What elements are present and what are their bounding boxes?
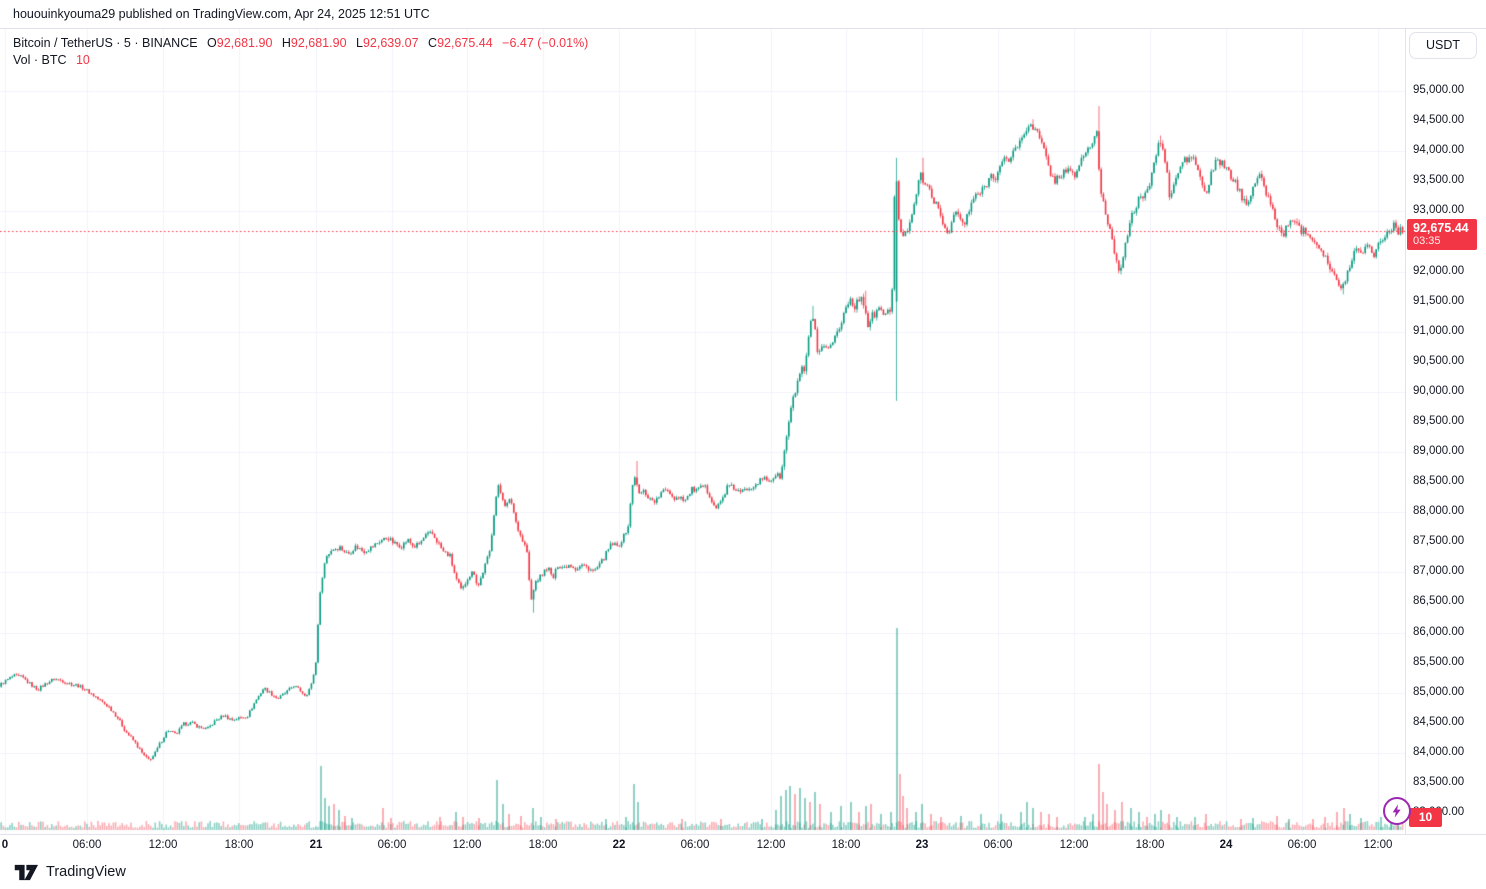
tradingview-logo-icon[interactable]: [12, 864, 39, 881]
price-axis-label: 84,500.00: [1413, 715, 1465, 728]
lightning-icon: [1389, 803, 1405, 819]
volume-value: 10: [75, 53, 90, 67]
price-axis-label: 88,500.00: [1413, 475, 1465, 488]
tradingview-brand-text[interactable]: TradingView: [46, 864, 126, 880]
price-axis-label: 85,000.00: [1413, 685, 1465, 698]
price-axis-label: 89,000.00: [1413, 445, 1465, 457]
footer-bar: TradingView: [0, 856, 1486, 888]
price-change: −6.47 (−0.01%): [502, 36, 589, 50]
time-axis-label: 06:00: [983, 839, 1013, 851]
price-axis-label: 95,000.00: [1413, 84, 1465, 96]
time-axis-label: 06:00: [72, 839, 102, 851]
price-axis-label: 84,000.00: [1413, 745, 1465, 758]
time-axis-label: 18:00: [528, 839, 558, 851]
ohlc-open: O92,681.90: [207, 36, 273, 50]
price-axis-label: 91,000.00: [1413, 324, 1465, 337]
price-axis-label: 86,500.00: [1413, 595, 1465, 608]
publish-header: hououinkyouma29 published on TradingView…: [0, 0, 1486, 28]
price-axis-label: 90,500.00: [1413, 354, 1465, 367]
time-axis-label: 12:00: [1363, 839, 1393, 851]
price-axis-label: 94,500.00: [1413, 114, 1465, 127]
time-axis-label: 23: [915, 839, 929, 851]
time-axis-label: 21: [309, 839, 323, 851]
time-axis-label: 24: [1219, 839, 1233, 851]
price-axis-label: 92,000.00: [1413, 264, 1465, 277]
time-axis-label: 12:00: [452, 839, 482, 851]
chart-area[interactable]: Bitcoin / TetherUS · 5 · BINANCE O92,681…: [0, 28, 1486, 857]
symbol-legend: Bitcoin / TetherUS · 5 · BINANCE O92,681…: [13, 36, 588, 50]
time-axis-label: 22: [612, 839, 626, 851]
publish-info-text: hououinkyouma29 published on TradingView…: [13, 7, 430, 21]
price-axis-label: 94,000.00: [1413, 144, 1465, 157]
time-scale[interactable]: 0 06:00 12:00 18:00 21 06:00 12:00 18:00 22 06:00…: [0, 834, 1486, 857]
time-axis-label: 06:00: [680, 839, 710, 851]
ohlc-low: L92,639.07: [356, 36, 419, 50]
currency-toggle-button[interactable]: USDT: [1409, 32, 1477, 59]
bar-countdown: 03:35: [1413, 235, 1441, 247]
price-axis-label: 93,500.00: [1413, 174, 1465, 187]
price-axis-label: 83,500.00: [1413, 775, 1465, 788]
time-axis-label: 06:00: [1287, 839, 1317, 851]
price-axis-label: 91,500.00: [1413, 294, 1465, 307]
time-axis-label: 12:00: [1059, 839, 1089, 851]
last-price-value: 92,675.44: [1413, 221, 1469, 235]
price-axis-label: 87,500.00: [1413, 535, 1465, 548]
time-axis-label: 06:00: [377, 839, 407, 851]
time-axis-label: 12:00: [148, 839, 178, 851]
time-axis-label: 12:00: [756, 839, 786, 851]
time-axis-label: 0: [1, 839, 9, 851]
time-axis-label: 18:00: [224, 839, 254, 851]
time-axis-label: 18:00: [1135, 839, 1165, 851]
time-axis-label: 18:00: [831, 839, 861, 851]
price-axis-label: 93,000.00: [1413, 204, 1465, 217]
candlestick-chart-canvas[interactable]: [0, 29, 1405, 834]
symbol-title: Bitcoin / TetherUS · 5 · BINANCE: [13, 36, 198, 50]
price-axis-label: 88,000.00: [1413, 505, 1465, 518]
boost-button[interactable]: [1383, 797, 1411, 825]
price-scale[interactable]: USDT 92,675.44 03:35 10 95,000.00 94,500.…: [1405, 29, 1486, 834]
price-axis-label: 85,500.00: [1413, 655, 1465, 668]
volume-label: Vol · BTC: [13, 53, 67, 67]
price-axis-label: 89,500.00: [1413, 414, 1465, 427]
ohlc-high: H92,681.90: [281, 36, 347, 50]
price-axis-label: 87,000.00: [1413, 565, 1465, 578]
volume-axis-badge: 10: [1409, 808, 1442, 827]
last-price-badge: 92,675.44 03:35: [1407, 219, 1477, 250]
price-axis-label: 90,000.00: [1413, 384, 1465, 397]
ohlc-close: C92,675.44: [428, 36, 493, 50]
volume-legend: Vol · BTC 10: [13, 53, 90, 67]
price-axis-label: 86,000.00: [1413, 625, 1465, 638]
